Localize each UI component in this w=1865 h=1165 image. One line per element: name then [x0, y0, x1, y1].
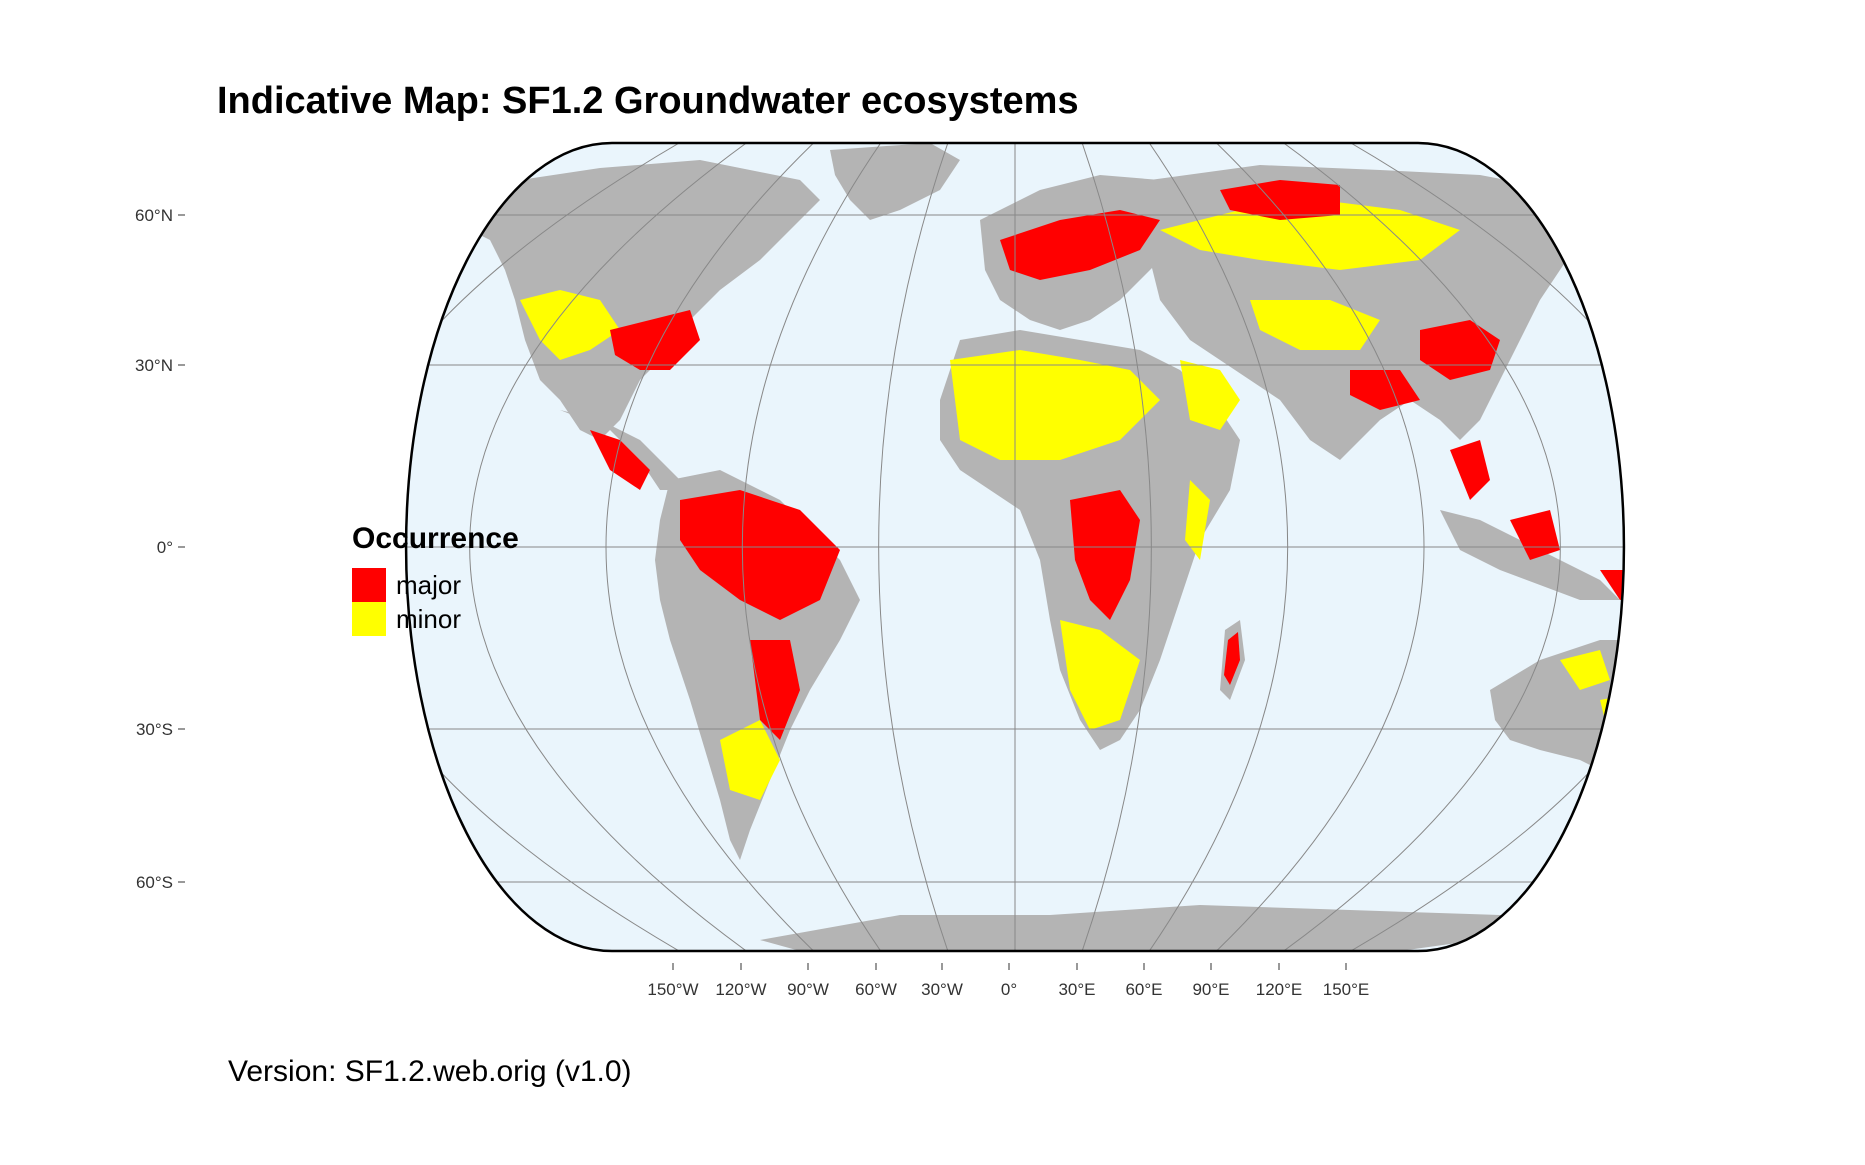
major-occurrence-layer: [590, 180, 1670, 770]
legend-title: Occurrence: [352, 522, 519, 555]
graticule-meridian: [1216, 143, 1425, 951]
major-region-europe: [1000, 210, 1160, 280]
x-tick-label: 120°W: [715, 980, 766, 999]
legend-label-major: major: [396, 569, 462, 600]
minor-region-arabia: [1180, 360, 1240, 430]
x-tick-label: 60°E: [1125, 980, 1162, 999]
minor-region-africa-north: [950, 350, 1160, 460]
major-region-southeast-asia: [1450, 440, 1560, 560]
minor-region-east-africa: [1185, 480, 1210, 560]
land-greenland: [830, 143, 960, 220]
minor-occurrence-layer: [520, 200, 1624, 800]
major-region-us-east: [610, 310, 700, 370]
y-tick-label: 60°S: [136, 873, 173, 892]
minor-region-africa-south: [1060, 620, 1140, 730]
major-region-congo: [1070, 490, 1140, 620]
x-tick-label: 30°E: [1058, 980, 1095, 999]
major-region-madagascar: [1224, 632, 1240, 685]
legend-swatch-major: [352, 568, 386, 602]
graticule-meridian: [1148, 143, 1289, 951]
graticule-meridian: [1350, 143, 1624, 951]
land-central-america: [560, 410, 690, 490]
minor-region-north-america: [520, 290, 620, 360]
major-region-parana: [750, 640, 800, 740]
major-region-mexico: [590, 430, 650, 490]
major-region-new-guinea: [1600, 570, 1624, 600]
major-region-australia-east: [1630, 620, 1670, 770]
legend-item-minor: minor: [352, 602, 519, 636]
map-border: [404, 141, 1626, 953]
legend-label-minor: minor: [396, 603, 462, 634]
graticule-meridian: [605, 143, 814, 951]
land-new-zealand: [1680, 770, 1730, 825]
minor-region-central-asia: [1250, 300, 1380, 350]
land-antarctica: [760, 905, 1550, 951]
graticule-meridian: [469, 143, 747, 951]
y-tick-label: 30°S: [136, 720, 173, 739]
x-tick-label: 0°: [1001, 980, 1017, 999]
version-label: Version: SF1.2.web.orig (v1.0): [228, 1055, 632, 1088]
y-tick-label: 60°N: [135, 206, 173, 225]
land-north-america: [440, 160, 820, 440]
major-region-amazon: [680, 490, 840, 620]
graticule-meridian: [406, 143, 680, 951]
land-australia: [1490, 640, 1624, 780]
y-tick-label: 30°N: [135, 356, 173, 375]
minor-region-south-america: [720, 720, 780, 800]
graticule-meridian: [741, 143, 882, 951]
map-title: Indicative Map: SF1.2 Groundwater ecosys…: [217, 80, 1079, 122]
x-tick-label: 90°W: [787, 980, 829, 999]
major-region-russia: [1220, 180, 1340, 220]
minor-region-russia: [1160, 200, 1460, 270]
x-tick-label: 30°W: [921, 980, 963, 999]
y-axis-labels: 60°N 30°N 0° 30°S 60°S: [135, 206, 185, 892]
x-axis-labels: 150°W 120°W 90°W 60°W 30°W 0° 30°E 60°E 90°E 120°…: [647, 963, 1369, 999]
graticule-meridian: [1081, 143, 1152, 951]
x-tick-label: 150°W: [647, 980, 698, 999]
legend-swatch-minor: [352, 602, 386, 636]
legend-item-major: major: [352, 568, 519, 602]
graticule-meridian: [878, 143, 949, 951]
y-tick-label: 0°: [157, 538, 173, 557]
x-tick-label: 120°E: [1256, 980, 1303, 999]
x-tick-label: 150°E: [1323, 980, 1370, 999]
graticule-meridian: [1283, 143, 1561, 951]
legend: Occurrence major minor: [352, 522, 519, 636]
x-tick-label: 90°E: [1192, 980, 1229, 999]
x-tick-label: 60°W: [855, 980, 897, 999]
major-region-india: [1350, 370, 1420, 410]
